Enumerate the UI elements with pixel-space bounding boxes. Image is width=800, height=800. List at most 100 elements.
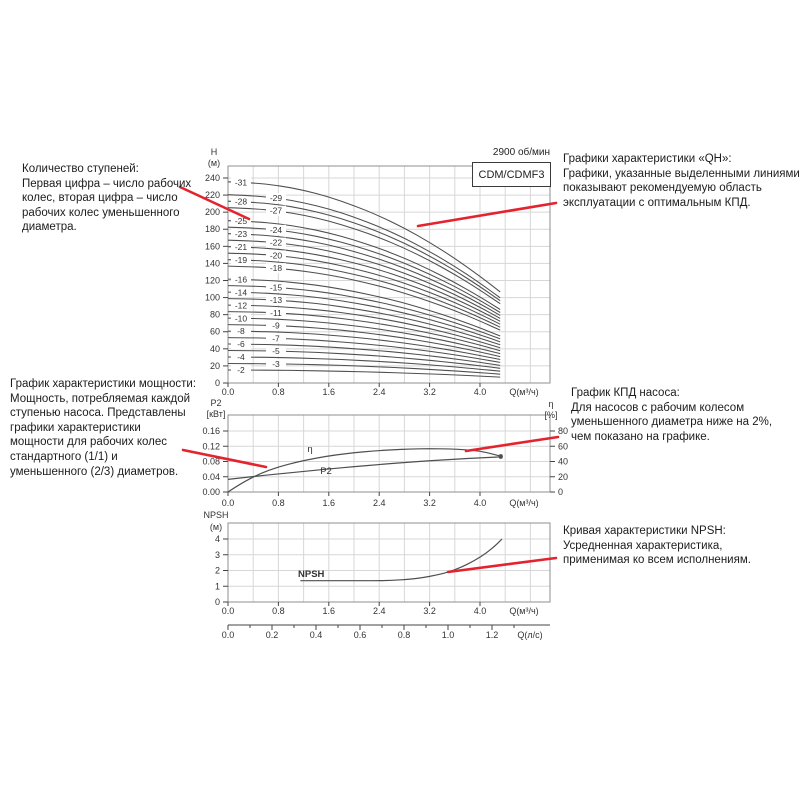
svg-text:1.6: 1.6	[323, 387, 336, 397]
annotation-line: ступенью насоса. Представлены	[10, 407, 186, 420]
svg-text:4: 4	[215, 534, 220, 544]
annotation-line: Графики, указанные выделенными линиями,	[563, 167, 800, 180]
svg-text:2.4: 2.4	[373, 606, 386, 616]
svg-text:160: 160	[205, 241, 220, 251]
annotation-stages: Количество ступеней: Первая цифра – числ…	[22, 162, 200, 235]
svg-text:100: 100	[205, 293, 220, 303]
annotation-line: применимая ко всем исполнениям.	[563, 554, 751, 567]
annotation-line: графики характеристики	[10, 421, 141, 434]
svg-text:-24: -24	[270, 225, 283, 235]
svg-text:180: 180	[205, 224, 220, 234]
svg-text:Q(м³/ч): Q(м³/ч)	[509, 606, 538, 616]
svg-text:P2: P2	[320, 466, 332, 477]
annotation-npsh: Кривая характеристики NPSH: Усредненная …	[563, 524, 793, 568]
svg-text:2.4: 2.4	[373, 498, 386, 508]
power-efficiency-chart: 0.00 0.04 0.08 0.12 0.16 0 20 40 60 80 0.0 0.8 1.6 2.…	[202, 398, 568, 508]
annotation-line: колес, вторая цифра – число	[22, 192, 178, 205]
svg-text:-12: -12	[235, 300, 248, 310]
svg-text:4.0: 4.0	[474, 387, 487, 397]
speed-label: 2900 об/мин	[492, 147, 550, 158]
svg-text:(м): (м)	[208, 158, 220, 168]
svg-text:-27: -27	[270, 206, 283, 216]
svg-text:-2: -2	[237, 365, 245, 375]
svg-text:1.2: 1.2	[486, 630, 499, 640]
annotation-line: Первая цифра – число рабочих	[22, 177, 192, 190]
model-label-box: CDM/CDMF3	[472, 162, 551, 187]
svg-text:-14: -14	[235, 287, 248, 297]
svg-text:0.00: 0.00	[202, 487, 220, 497]
svg-text:0.0: 0.0	[222, 606, 235, 616]
svg-text:120: 120	[205, 275, 220, 285]
svg-text:-3: -3	[272, 359, 280, 369]
svg-text:20: 20	[558, 472, 568, 482]
svg-text:3.2: 3.2	[423, 387, 436, 397]
svg-text:-19: -19	[235, 255, 248, 265]
svg-text:40: 40	[558, 457, 568, 467]
svg-text:-23: -23	[235, 229, 248, 239]
annotation-power: График характеристики мощности: Мощность…	[10, 377, 198, 479]
svg-text:-28: -28	[235, 197, 248, 207]
svg-text:-20: -20	[270, 250, 283, 260]
svg-text:Q(м³/ч): Q(м³/ч)	[509, 387, 538, 397]
svg-text:0.8: 0.8	[272, 498, 285, 508]
svg-text:-6: -6	[237, 339, 245, 349]
annotation-qh: Графики характеристики «QH»: Графики, ук…	[563, 152, 800, 210]
svg-text:1: 1	[215, 581, 220, 591]
svg-text:-9: -9	[272, 321, 280, 331]
svg-text:-4: -4	[237, 352, 245, 362]
svg-text:[кВт]: [кВт]	[207, 409, 226, 419]
annotation-line: эксплуатации с оптимальным КПД.	[563, 196, 751, 209]
annotation-line: Мощность, потребляемая каждой	[10, 392, 191, 405]
qh-chart: 0 20 40 60 80 100 120 140 160 180 200 220 240 0.0 0.8 1…	[205, 147, 551, 397]
annotation-npsh-title: Кривая характеристики NPSH:	[563, 525, 726, 537]
svg-text:-11: -11	[270, 308, 282, 318]
annotation-line: показывают рекомендуемую область	[563, 182, 762, 195]
annotation-eff: График КПД насоса: Для насосов с рабочим…	[571, 386, 796, 444]
annotation-power-title: График характеристики мощности:	[10, 378, 197, 390]
svg-text:0.16: 0.16	[202, 426, 220, 436]
svg-text:80: 80	[558, 426, 568, 436]
svg-text:η: η	[307, 444, 312, 455]
svg-text:0.2: 0.2	[266, 630, 279, 640]
svg-text:-18: -18	[270, 263, 283, 273]
svg-text:-15: -15	[270, 282, 283, 292]
svg-text:4.0: 4.0	[474, 498, 487, 508]
svg-text:-13: -13	[270, 295, 283, 305]
svg-text:60: 60	[210, 327, 220, 337]
svg-text:Q(л/с): Q(л/с)	[517, 630, 542, 640]
svg-text:4.0: 4.0	[474, 606, 487, 616]
model-label: CDM/CDMF3	[478, 168, 545, 181]
svg-text:0: 0	[558, 487, 563, 497]
annotation-line: Для насосов с рабочим колесом	[571, 401, 745, 414]
svg-text:P2: P2	[210, 398, 221, 408]
svg-text:60: 60	[558, 441, 568, 451]
svg-text:2.4: 2.4	[373, 387, 386, 397]
svg-text:140: 140	[205, 258, 220, 268]
annotation-line: мощности для рабочих колес	[10, 436, 168, 449]
svg-text:1.0: 1.0	[442, 630, 455, 640]
annotation-line: уменьшенного диаметра ниже на 2%,	[571, 416, 773, 429]
svg-text:3.2: 3.2	[423, 606, 436, 616]
callout-lines	[178, 185, 560, 574]
annotation-eff-title: График КПД насоса:	[571, 387, 680, 399]
svg-text:[%]: [%]	[544, 410, 557, 420]
svg-text:-5: -5	[272, 346, 280, 356]
svg-text:0.0: 0.0	[222, 498, 235, 508]
svg-text:-8: -8	[237, 326, 245, 336]
svg-text:-21: -21	[235, 242, 248, 252]
svg-text:40: 40	[210, 344, 220, 354]
svg-text:2: 2	[215, 566, 220, 576]
annotation-stages-title: Количество ступеней:	[22, 163, 139, 175]
svg-text:(м): (м)	[210, 522, 222, 532]
svg-text:H: H	[211, 147, 218, 157]
npsh-chart: 0 1 2 3 4 0.0 0.8 1.6 2.4 3.2 4.0 Q(м³/ч) NPSH (м) NPS…	[203, 510, 551, 616]
svg-text:0.4: 0.4	[310, 630, 323, 640]
svg-text:3: 3	[215, 550, 220, 560]
svg-text:0.8: 0.8	[398, 630, 411, 640]
svg-text:220: 220	[205, 190, 220, 200]
annotation-line: стандартного (1/1) и	[10, 450, 118, 463]
svg-text:3.2: 3.2	[423, 498, 436, 508]
annotation-line: уменьшенного (2/3) диаметров.	[10, 465, 179, 478]
svg-text:0.0: 0.0	[222, 630, 235, 640]
